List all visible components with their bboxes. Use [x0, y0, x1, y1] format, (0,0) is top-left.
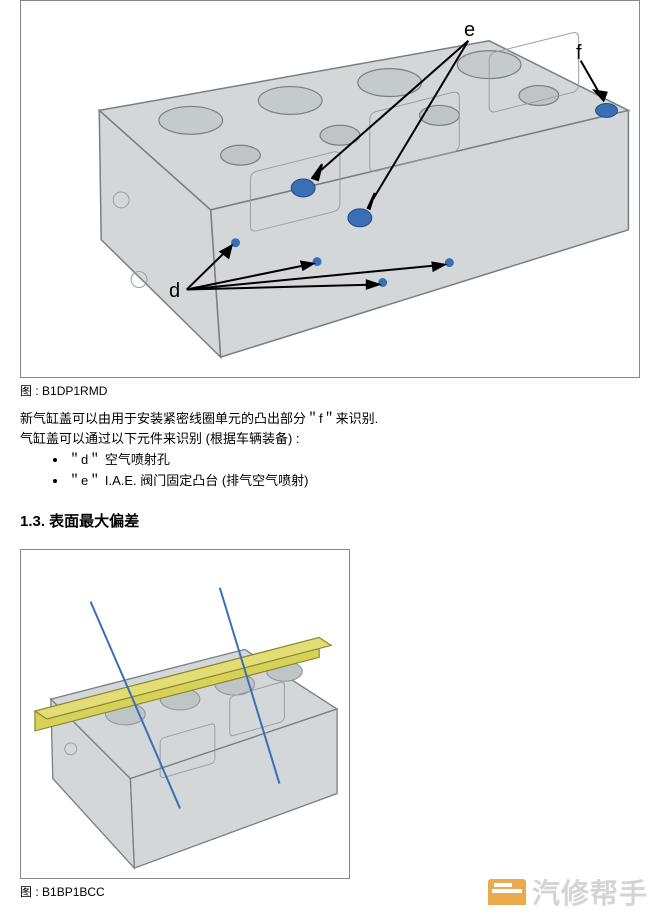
callout-label-e: e	[464, 19, 475, 42]
bullet-list: ＂d＂ 空气喷射孔 ＂e＂ I.A.E. 阀门固定凸台 (排气空气喷射)	[68, 450, 642, 492]
figure-1-frame: e f d	[20, 0, 640, 378]
caption-prefix: 图 :	[20, 384, 42, 398]
cylinder-head-diagram	[21, 1, 639, 377]
callout-label-d: d	[169, 280, 180, 303]
bullet-item-d: ＂d＂ 空气喷射孔	[68, 450, 642, 471]
figure-1-caption: 图 : B1DP1RMD	[20, 382, 642, 399]
caption-id: B1DP1RMD	[42, 384, 107, 398]
callout-label-f: f	[576, 42, 582, 65]
section-heading: 1.3. 表面最大偏差	[20, 510, 642, 531]
paragraph-line-2: 气缸盖可以通过以下元件来识别 (根据车辆装备) :	[20, 429, 642, 449]
surface-deviation-diagram	[21, 550, 349, 878]
bullet-item-e: ＂e＂ I.A.E. 阀门固定凸台 (排气空气喷射)	[68, 471, 642, 492]
paragraph-block: 新气缸盖可以由用于安装紧密线圈单元的凸出部分＂f＂来识别. 气缸盖可以通过以下元…	[20, 409, 642, 448]
figure-2-frame	[20, 549, 350, 879]
paragraph-line-1: 新气缸盖可以由用于安装紧密线圈单元的凸出部分＂f＂来识别.	[20, 409, 642, 429]
